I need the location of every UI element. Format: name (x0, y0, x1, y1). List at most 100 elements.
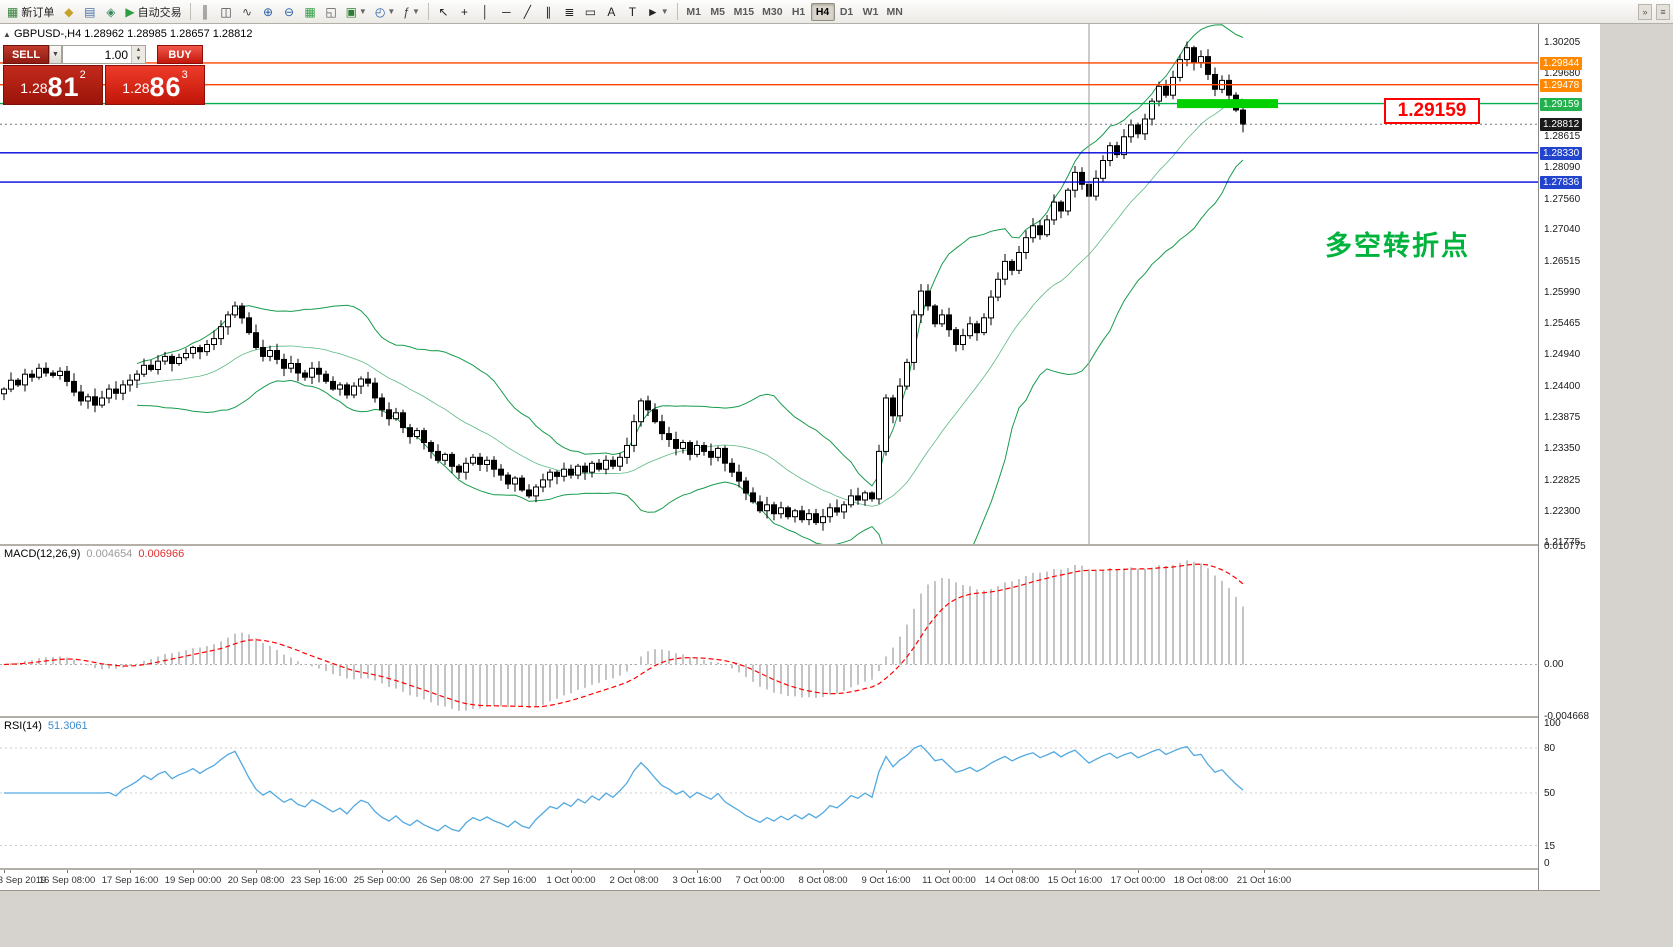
rsi-header: RSI(14) 51.3061 (4, 720, 88, 732)
timeframe-h4-button[interactable]: H4 (810, 2, 835, 21)
text-button[interactable]: A (601, 2, 622, 22)
buy-button[interactable]: BUY (157, 45, 203, 64)
time-axis-tick (130, 870, 131, 873)
cursor-icon: ↖ (438, 4, 449, 19)
time-axis-tick (949, 870, 950, 873)
time-axis-tick (193, 870, 194, 873)
dropdown-caret-icon[interactable]: ▼ (411, 7, 420, 16)
sell-price-pips: 81 (47, 72, 80, 102)
dropdown-caret-icon[interactable]: ▼ (660, 7, 669, 16)
time-axis-label: 2 Oct 08:00 (609, 875, 659, 886)
tile-windows-button[interactable]: ▦ (300, 2, 321, 22)
cursor-button[interactable]: ↖ (433, 2, 454, 22)
horizontal-line-icon: ─ (502, 4, 511, 19)
timeframe-d1-button[interactable]: D1 (839, 5, 854, 18)
new-chart-button[interactable]: ▣ ▼ (342, 2, 371, 22)
panel-splitter-macd[interactable] (0, 544, 1600, 546)
timeframe-m15-button[interactable]: M15 (733, 5, 755, 18)
fibonacci-icon: ≣ (564, 4, 575, 19)
shapes-button[interactable]: ▭ (580, 2, 601, 22)
timeframe-m5-button[interactable]: M5 (710, 5, 725, 18)
timeframe-mn-button[interactable]: MN (886, 5, 903, 18)
candlestick-chart-button[interactable]: ◫ (216, 2, 237, 22)
text-label-button[interactable]: T (622, 2, 643, 22)
volume-down-icon[interactable]: ▼ (132, 54, 145, 63)
order-type-dropdown[interactable]: ▼ (49, 45, 62, 64)
market-watch-button[interactable]: ◆ (58, 2, 79, 22)
candlestick-chart-canvas[interactable] (0, 24, 1538, 544)
toolbar-grip-handle[interactable]: ≡ (1656, 3, 1670, 20)
panel-splitter-rsi[interactable] (0, 716, 1600, 718)
arrow-tools-button[interactable]: ► ▼ (643, 2, 673, 22)
one-click-trading-panel: SELL ▼ ▲ ▼ BUY 1.28 81 2 1.28 86 3 (3, 45, 205, 105)
price-axis-label: 1.22825 (1544, 475, 1581, 486)
arrange-windows-button[interactable]: ◱ (321, 2, 342, 22)
macd-axis-label: -0.004668 (1544, 711, 1590, 722)
volume-stepper[interactable]: ▲ ▼ (131, 46, 145, 63)
dropdown-caret-icon[interactable]: ▼ (358, 7, 367, 16)
auto-trading-button[interactable]: ▶ 自动交易 (121, 2, 185, 22)
macd-panel[interactable] (0, 546, 1538, 716)
new-order-button[interactable]: ▦ 新订单 (3, 2, 58, 22)
time-axis-label: 7 Oct 00:00 (735, 875, 785, 886)
time-axis[interactable]: 3 Sep 2019 16 Sep 08:00 17 Sep 16:00 19 Sep… (0, 870, 1538, 890)
price-level-tag: 1.27836 (1540, 176, 1583, 189)
macd-header: MACD(12,26,9) 0.004654 0.006966 (4, 548, 184, 560)
price-axis-label: 1.26515 (1544, 256, 1581, 267)
volume-input[interactable] (63, 46, 131, 63)
zoom-in-button[interactable]: ⊕ (258, 2, 279, 22)
timeframe-h1-button[interactable]: H1 (791, 5, 806, 18)
vertical-line-button[interactable]: │ (475, 2, 496, 22)
buy-price-box[interactable]: 1.28 86 3 (105, 65, 205, 105)
price-axis-label: 1.25465 (1544, 318, 1581, 329)
equidistant-channel-button[interactable]: ∥ (538, 2, 559, 22)
sell-price-box[interactable]: 1.28 81 2 (3, 65, 103, 105)
price-axis-label: 1.22300 (1544, 506, 1581, 517)
line-chart-button[interactable]: ∿ (237, 2, 258, 22)
rsi-panel[interactable] (0, 718, 1538, 868)
indicators-button[interactable]: ƒ ▼ (399, 2, 424, 22)
price-axis-label: 1.21775 (1544, 537, 1581, 548)
rsi-chart-canvas[interactable] (0, 718, 1538, 868)
time-axis-label: 17 Oct 00:00 (1110, 875, 1166, 886)
timeframe-m30-button[interactable]: M30 (762, 5, 783, 18)
navigator-button[interactable]: ◈ (100, 2, 121, 22)
price-axis-label: 1.25990 (1544, 287, 1581, 298)
period-clock-button[interactable]: ◴ ▼ (371, 2, 399, 22)
data-window-icon: ▤ (84, 4, 96, 19)
price-axis[interactable]: 0.010775 0.00 -0.004668 100 80 50 15 0 1.30205 1.… (1538, 24, 1600, 890)
rsi-axis-label: 50 (1544, 788, 1556, 799)
rsi-axis-label: 0 (1544, 858, 1550, 869)
time-axis-tick (67, 870, 68, 873)
buy-price-pips: 86 (149, 72, 182, 102)
time-axis-tick (256, 870, 257, 873)
volume-up-icon[interactable]: ▲ (132, 46, 145, 55)
main-chart-panel[interactable] (0, 24, 1538, 544)
rsi-value: 51.3061 (47, 720, 88, 732)
collapse-quote-panel-icon[interactable]: ▲ (3, 30, 11, 39)
timeframe-w1-button[interactable]: W1 (862, 5, 879, 18)
indicators-icon: ƒ (403, 4, 410, 19)
time-axis-tick (508, 870, 509, 873)
trendline-button[interactable]: ╱ (517, 2, 538, 22)
time-axis-tick (823, 870, 824, 873)
horizontal-line-button[interactable]: ─ (496, 2, 517, 22)
fibonacci-button[interactable]: ≣ (559, 2, 580, 22)
panel-splitter-time (0, 868, 1600, 870)
time-axis-tick (319, 870, 320, 873)
timeframe-m1-button[interactable]: M1 (686, 5, 701, 18)
price-level-flag[interactable]: 1.29159 (1384, 98, 1480, 124)
crosshair-button[interactable]: + (454, 2, 475, 22)
data-window-button[interactable]: ▤ (79, 2, 100, 22)
zoom-out-button[interactable]: ⊖ (279, 2, 300, 22)
auto-trading-label: 自动交易 (137, 6, 182, 19)
macd-chart-canvas[interactable] (0, 546, 1538, 716)
shapes-icon: ▭ (584, 4, 597, 19)
dropdown-caret-icon[interactable]: ▼ (387, 7, 396, 16)
time-axis-label: 8 Oct 08:00 (798, 875, 848, 886)
sell-button[interactable]: SELL (3, 45, 49, 64)
main-toolbar: ▦ 新订单 ◆ ▤ ◈ ▶ 自动交易 ║ ◫ ∿ ⊕ ⊖ ▦ ◱ ▣ ▼ ◴ ▼ ƒ ▼ ↖ + │ ─ ╱ ∥ ≣ ▭ A T ► ▼ M1 M… (0, 0, 1673, 24)
bar-chart-button[interactable]: ║ (195, 2, 216, 22)
turning-point-annotation[interactable]: 多空转折点 (1325, 231, 1470, 261)
toolbar-overflow-button[interactable]: » (1638, 3, 1652, 20)
